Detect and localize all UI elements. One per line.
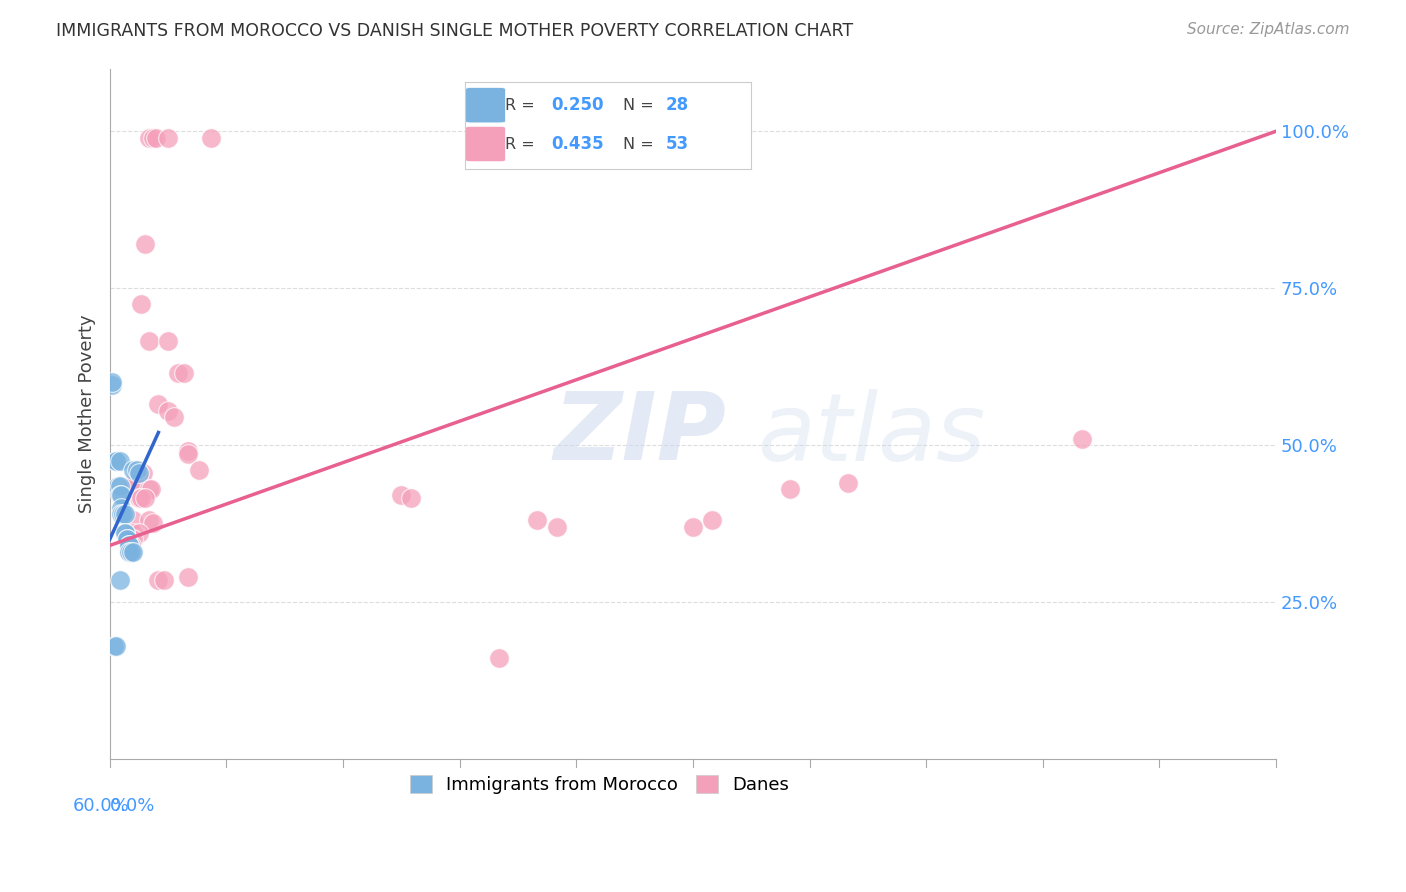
Point	[148, 397, 170, 411]
Point	[138, 334, 160, 349]
Point	[100, 376, 122, 390]
Point	[176, 444, 198, 458]
Legend: Immigrants from Morocco, Danes: Immigrants from Morocco, Danes	[404, 768, 796, 802]
Point	[122, 463, 145, 477]
Point	[142, 130, 165, 145]
Point	[122, 545, 145, 559]
Point	[779, 482, 801, 496]
Point	[107, 479, 129, 493]
Point	[122, 513, 145, 527]
Point	[118, 538, 141, 552]
Point	[124, 475, 146, 490]
Point	[157, 130, 180, 145]
Point	[139, 482, 162, 496]
Point	[188, 463, 211, 477]
Point	[122, 532, 145, 546]
Point	[108, 453, 131, 467]
Point	[1070, 432, 1092, 446]
Point	[128, 467, 150, 481]
Text: ZIP: ZIP	[553, 388, 725, 481]
Point	[104, 639, 127, 653]
Point	[118, 532, 141, 546]
Point	[153, 573, 176, 587]
Point	[103, 639, 125, 653]
Point	[389, 488, 412, 502]
Point	[118, 538, 141, 552]
Text: 0.0%: 0.0%	[110, 797, 155, 814]
Point	[166, 366, 188, 380]
Point	[120, 545, 142, 559]
Y-axis label: Single Mother Poverty: Single Mother Poverty	[77, 314, 96, 513]
Point	[682, 519, 704, 533]
Point	[114, 525, 136, 540]
Point	[110, 507, 132, 521]
Point	[100, 378, 122, 392]
Point	[138, 130, 160, 145]
Point	[173, 366, 195, 380]
Text: Source: ZipAtlas.com: Source: ZipAtlas.com	[1187, 22, 1350, 37]
Point	[122, 475, 145, 490]
Point	[128, 467, 150, 481]
Point	[122, 525, 145, 540]
Point	[702, 513, 724, 527]
Point	[488, 651, 510, 665]
Point	[134, 491, 156, 506]
Point	[129, 297, 152, 311]
Point	[138, 482, 160, 496]
Point	[108, 479, 131, 493]
Point	[157, 334, 180, 349]
Point	[108, 488, 131, 502]
Point	[120, 532, 142, 546]
Point	[112, 507, 135, 521]
Point	[118, 545, 141, 559]
Point	[157, 403, 180, 417]
Point	[546, 519, 568, 533]
Point	[120, 545, 142, 559]
Point	[114, 507, 136, 521]
Text: atlas: atlas	[756, 389, 986, 480]
Text: IMMIGRANTS FROM MOROCCO VS DANISH SINGLE MOTHER POVERTY CORRELATION CHART: IMMIGRANTS FROM MOROCCO VS DANISH SINGLE…	[56, 22, 853, 40]
Point	[138, 513, 160, 527]
Point	[114, 525, 136, 540]
Point	[148, 573, 170, 587]
Point	[132, 467, 155, 481]
Point	[125, 463, 148, 477]
Point	[128, 491, 150, 506]
Point	[104, 453, 127, 467]
Point	[176, 570, 198, 584]
Point	[176, 447, 198, 461]
Point	[108, 573, 131, 587]
Point	[145, 130, 167, 145]
Point	[110, 488, 132, 502]
Point	[837, 475, 859, 490]
Point	[163, 409, 186, 424]
Point	[120, 538, 142, 552]
Point	[129, 491, 152, 506]
Text: 60.0%: 60.0%	[73, 797, 129, 814]
Point	[118, 538, 141, 552]
Point	[128, 525, 150, 540]
Point	[118, 545, 141, 559]
Point	[526, 513, 548, 527]
Point	[117, 532, 139, 546]
Point	[104, 453, 127, 467]
Point	[134, 237, 156, 252]
Point	[142, 516, 165, 531]
Point	[399, 491, 422, 506]
Point	[200, 130, 222, 145]
Point	[110, 500, 132, 515]
Point	[117, 532, 139, 546]
Point	[125, 467, 148, 481]
